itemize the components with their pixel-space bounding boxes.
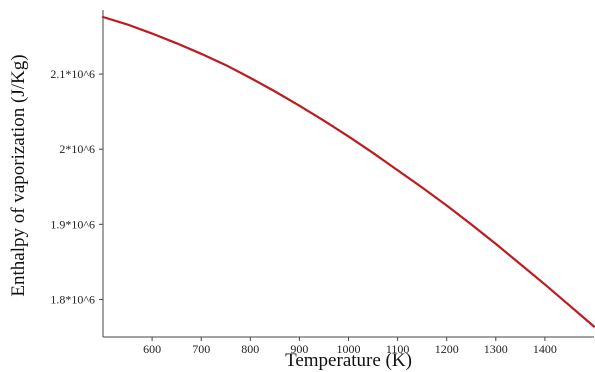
y-tick-label: 1.8*10^6 — [50, 292, 95, 306]
series-group — [101, 15, 595, 328]
series-line — [101, 15, 595, 328]
x-tick-label: 1300 — [484, 342, 508, 356]
y-axis-title: Enthalpy of vaporization (J/Kg) — [8, 54, 29, 296]
x-axis-ticks: 600 700 800 900 1000 1100 1200 1300 1400 — [143, 337, 557, 356]
x-tick-label: 1100 — [386, 342, 410, 356]
x-tick-label: 1000 — [337, 342, 361, 356]
x-tick-label: 600 — [143, 342, 161, 356]
x-tick-label: 900 — [290, 342, 308, 356]
x-tick-label: 1200 — [435, 342, 459, 356]
y-tick-label: 2*10^6 — [59, 142, 95, 156]
y-axis-ticks: 1.8*10^6 1.9*10^6 2*10^6 2.1*10^6 — [50, 67, 103, 306]
y-tick-label: 1.9*10^6 — [50, 217, 95, 231]
y-tick-label: 2.1*10^6 — [50, 67, 95, 81]
x-tick-label: 800 — [241, 342, 259, 356]
axes — [102, 10, 594, 338]
x-tick-label: 1400 — [533, 342, 557, 356]
x-tick-label: 700 — [192, 342, 210, 356]
x-axis-title: Temperature (K) — [285, 350, 412, 371]
